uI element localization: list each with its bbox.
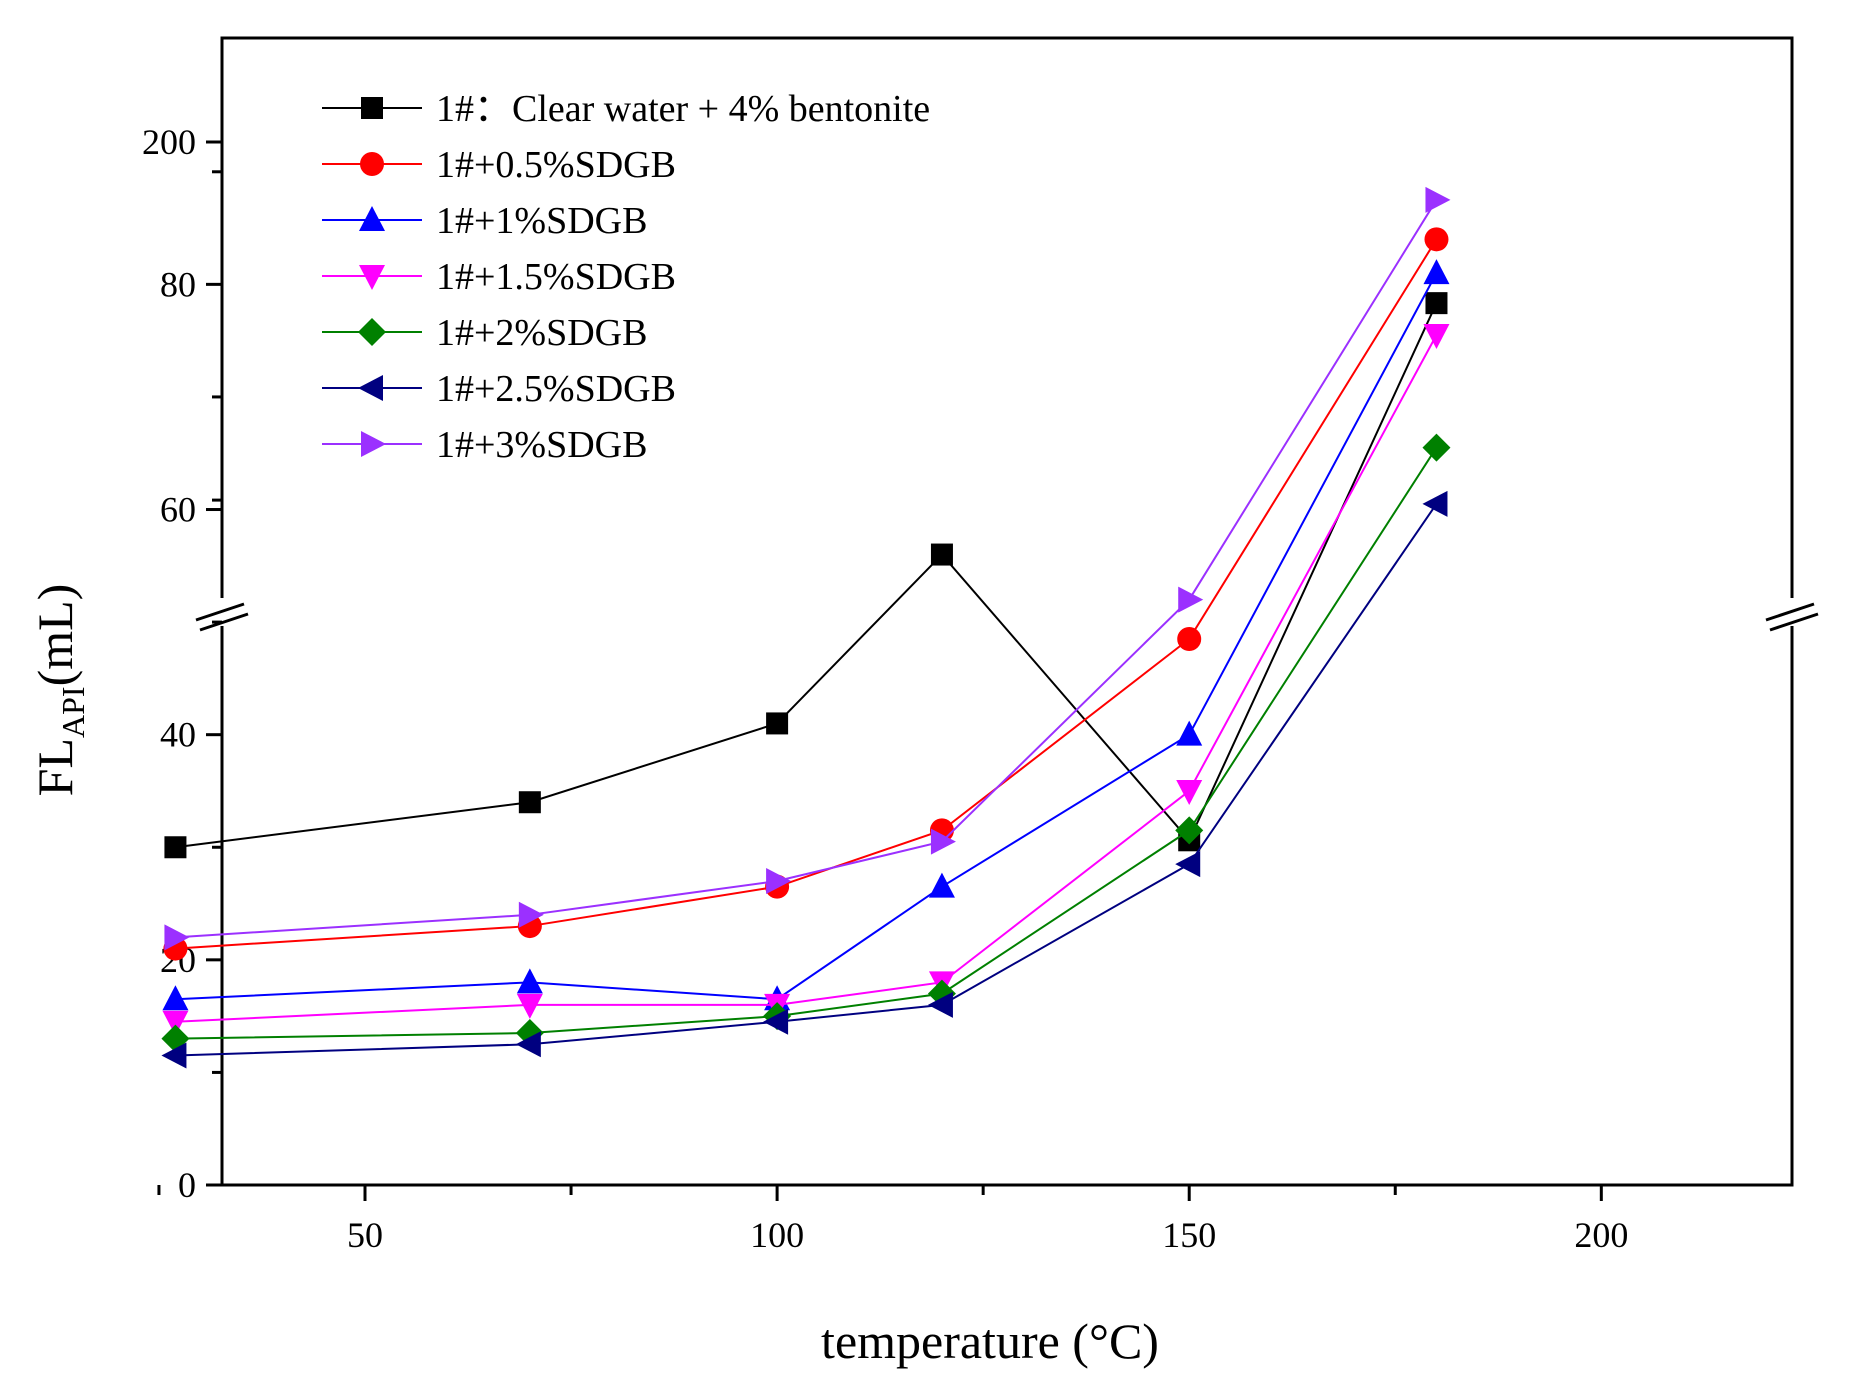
series-line (175, 302, 1438, 849)
data-point-diamond (1175, 816, 1204, 845)
legend-item: 1#+1.5%SDGB (322, 256, 676, 298)
legend-label: 1#+3%SDGB (436, 424, 647, 466)
axis-break-mark (195, 602, 245, 622)
plot-frame (195, 36, 1819, 1187)
legend-label: 1#+2.5%SDGB (436, 368, 676, 410)
data-point-triangle-up (162, 985, 189, 1011)
x-tick-label: 100 (750, 1215, 804, 1255)
legend-label: 1#+2%SDGB (436, 312, 647, 354)
y-tick-label: 80 (160, 264, 196, 304)
y-axis-title-sub: API (55, 686, 91, 738)
data-point-triangle-down (359, 265, 385, 290)
x-tick-label: 50 (347, 1215, 383, 1255)
series-line (175, 272, 1438, 1001)
data-point-triangle-left (927, 991, 953, 1018)
axis-break-mark (1769, 612, 1819, 632)
data-point-diamond (1422, 433, 1451, 462)
x-tick-label: 200 (1574, 1215, 1628, 1255)
y-axis-title: FLAPI(mL) (27, 584, 91, 797)
series-line (175, 503, 1438, 1057)
svg-text:FLAPI(mL): FLAPI(mL) (27, 584, 91, 797)
data-point-square (361, 97, 383, 119)
data-point-triangle-up (1176, 720, 1203, 746)
data-point-triangle-left (1175, 851, 1201, 878)
legend-label: 1#：Clear water + 4% bentonite (436, 88, 930, 130)
data-point-triangle-right (766, 868, 792, 895)
data-point-triangle-right (518, 901, 544, 928)
legend-item: 1#+0.5%SDGB (322, 144, 676, 186)
data-point-triangle-right (930, 828, 956, 855)
data-point-triangle-right (164, 924, 190, 951)
series-4 (162, 324, 1450, 1036)
x-axis: 50 100 150 200 (157, 1185, 1628, 1255)
series-line (175, 199, 1438, 939)
x-axis-title: temperature (°C) (821, 1313, 1159, 1369)
y-tick-label: 60 (160, 490, 196, 530)
series-3 (162, 259, 1450, 1011)
series-5 (161, 433, 1451, 1053)
data-point-triangle-down (516, 993, 543, 1019)
y-axis-title-main: FL (27, 738, 83, 796)
y-tick-label: 40 (160, 715, 196, 755)
legend: 1#：Clear water + 4% bentonite 1#+0.5%SDGB… (322, 88, 930, 466)
data-point-triangle-right (1425, 186, 1451, 213)
data-point-triangle-up (928, 872, 955, 898)
legend-item: 1#+2.5%SDGB (322, 368, 676, 410)
data-point-triangle-left (763, 1008, 789, 1035)
data-point-square (164, 836, 187, 859)
legend-label: 1#+1%SDGB (436, 200, 647, 242)
data-point-triangle-down (1176, 779, 1203, 805)
legend-item: 1#+2%SDGB (322, 312, 647, 354)
data-point-triangle-left (515, 1031, 541, 1058)
data-point-square (1425, 292, 1448, 315)
series-layer (161, 186, 1451, 1069)
data-point-triangle-left (1422, 490, 1448, 517)
legend-label: 1#+0.5%SDGB (436, 144, 676, 186)
data-point-triangle-up (1423, 259, 1450, 285)
y-axis: 020406080200 (142, 122, 222, 1205)
legend-item: 1#+3%SDGB (322, 424, 647, 466)
data-point-triangle-left (161, 1042, 187, 1069)
data-point-triangle-down (1423, 324, 1450, 350)
x-tick-label: 150 (1162, 1215, 1216, 1255)
axis-break-mark (199, 612, 249, 632)
y-tick-label: 200 (142, 122, 196, 162)
data-point-circle (360, 152, 384, 176)
legend-item: 1#+1%SDGB (322, 200, 647, 242)
data-point-triangle-right (1178, 586, 1204, 613)
data-point-square (930, 543, 953, 566)
data-point-triangle-left (358, 375, 383, 401)
series-6 (161, 490, 1448, 1069)
data-point-triangle-down (162, 1010, 189, 1036)
series-line (175, 334, 1438, 1023)
y-tick-label: 0 (178, 1165, 196, 1205)
series-7 (164, 186, 1451, 951)
series-2 (163, 227, 1449, 961)
data-point-triangle-up (359, 206, 385, 231)
legend-item: 1#：Clear water + 4% bentonite (322, 88, 930, 130)
data-point-square (766, 712, 789, 735)
legend-label: 1#+1.5%SDGB (436, 256, 676, 298)
series-1 (164, 292, 1448, 859)
data-point-circle (1424, 227, 1449, 252)
data-point-square (518, 791, 541, 814)
data-point-diamond (358, 318, 386, 346)
series-line (175, 447, 1438, 1040)
axis-break-mark (1765, 602, 1815, 622)
data-point-triangle-up (516, 968, 543, 994)
data-point-triangle-right (361, 431, 386, 457)
y-axis-title-unit: (mL) (27, 584, 83, 687)
line-break-gap (1318, 586, 1340, 610)
data-point-circle (1177, 626, 1202, 651)
series-line (175, 238, 1438, 950)
